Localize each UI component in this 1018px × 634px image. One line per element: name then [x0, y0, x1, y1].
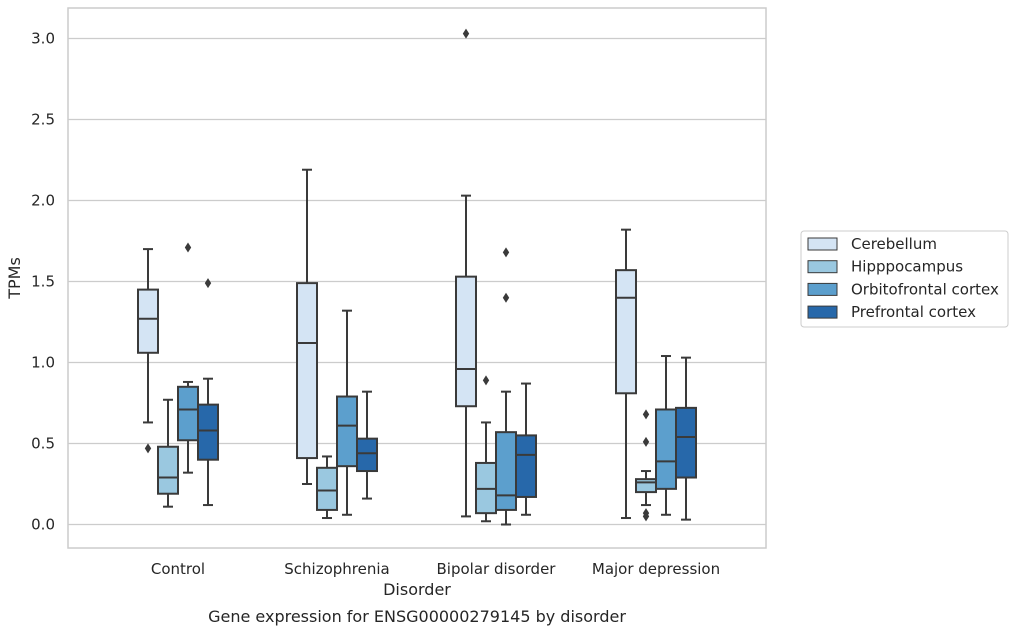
box-orbitofrontal-cortex [495, 247, 517, 526]
box-body [515, 434, 537, 498]
legend: Cerebellum Hipppocampus Orbitofrontal cort… [800, 230, 1009, 328]
box-hipppocampus [157, 398, 179, 508]
legend-label: Orbitofrontal cortex [851, 280, 999, 298]
box-body [316, 466, 338, 511]
outlier-point [144, 443, 152, 454]
y-tick-label: 1.5 [31, 273, 55, 291]
box-orbitofrontal-cortex [655, 355, 677, 516]
figure-caption: Gene expression for ENSG00000279145 by d… [208, 607, 626, 626]
x-tick-label: Control [151, 560, 205, 578]
legend-label: Hipppocampus [851, 258, 963, 276]
box-cerebellum [296, 168, 318, 485]
legend-label: Prefrontal cortex [851, 303, 976, 321]
box-body [615, 269, 637, 395]
y-tick-label: 0.0 [31, 516, 55, 534]
box-body [495, 431, 517, 511]
box-orbitofrontal-cortex [336, 309, 358, 516]
x-tick-label: Major depression [592, 560, 720, 578]
gridlines [68, 37, 766, 526]
box-cerebellum [615, 228, 637, 520]
legend-swatch [807, 305, 838, 319]
y-tick-label: 2.0 [31, 192, 55, 210]
legend-swatch [807, 282, 838, 296]
outlier-point [642, 511, 650, 522]
box-prefrontal-cortex [356, 390, 378, 500]
box-body [655, 408, 677, 490]
outlier-point [204, 278, 212, 289]
x-axis-label: Disorder [383, 580, 451, 599]
outlier-point [502, 247, 510, 258]
box-cerebellum [137, 248, 159, 454]
box-hipppocampus [635, 409, 657, 522]
box-body [336, 395, 358, 468]
outlier-point [642, 436, 650, 447]
box-body [455, 275, 477, 408]
legend-swatch [807, 237, 838, 251]
y-tick-label: 0.5 [31, 435, 55, 453]
box-hipppocampus [475, 375, 497, 523]
outlier-point [184, 242, 192, 253]
outlier-point [462, 28, 470, 39]
y-tick-labels: 0.0 0.5 1.0 1.5 2.0 2.5 3.0 [31, 30, 55, 534]
box-body [675, 406, 697, 479]
box-body [197, 403, 219, 461]
box-body [137, 288, 159, 354]
box-prefrontal-cortex [197, 278, 219, 507]
box-body [177, 385, 199, 442]
legend-swatch [807, 260, 838, 274]
legend-frame [800, 230, 1009, 328]
box-body [296, 282, 318, 460]
y-tick-label: 1.0 [31, 354, 55, 372]
legend-label: Cerebellum [851, 235, 937, 253]
box-body [157, 445, 179, 495]
outlier-point [642, 409, 650, 420]
y-tick-label: 2.5 [31, 111, 55, 129]
box-body [356, 437, 378, 473]
box-cerebellum [455, 28, 477, 518]
box-body [635, 478, 657, 494]
box-prefrontal-cortex [515, 382, 537, 516]
box-prefrontal-cortex [675, 356, 697, 521]
outlier-point [482, 375, 490, 386]
x-tick-labels: Control Schizophrenia Bipolar disorder Majo… [151, 560, 720, 578]
outlier-point [502, 292, 510, 303]
y-tick-label: 3.0 [31, 30, 55, 48]
plot-frame [67, 7, 767, 549]
x-tick-label: Schizophrenia [284, 560, 389, 578]
box-orbitofrontal-cortex [177, 242, 199, 474]
y-axis-label: TPMs [5, 257, 24, 300]
boxes [137, 28, 697, 526]
x-tick-label: Bipolar disorder [437, 560, 557, 578]
box-hipppocampus [316, 455, 338, 520]
